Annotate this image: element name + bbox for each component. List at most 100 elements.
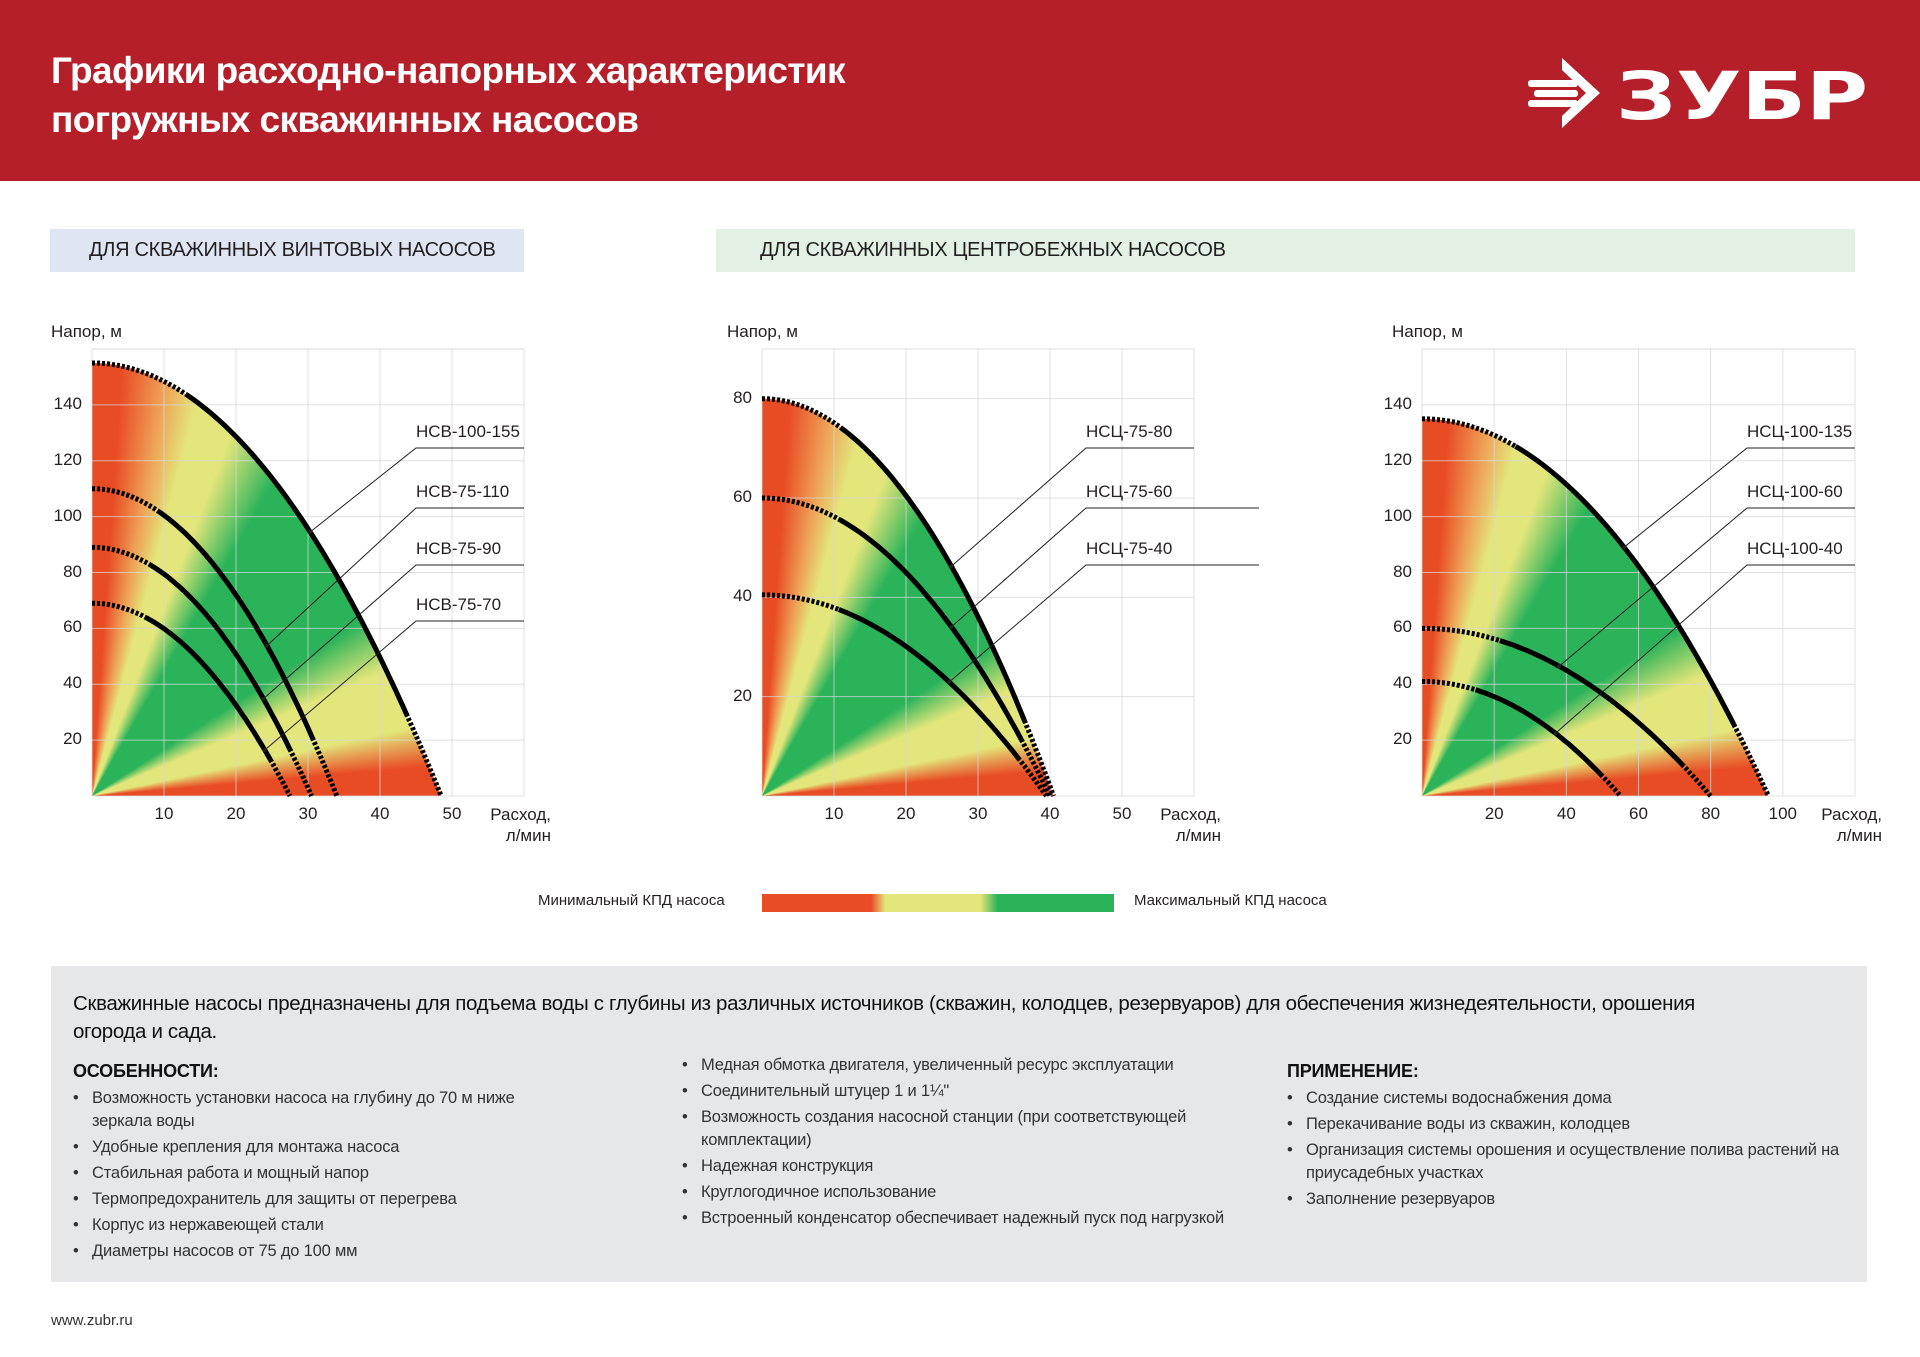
leader-dot	[947, 680, 952, 685]
y-tick-label: 140	[53, 393, 82, 413]
section-label-centrifugal-pumps: ДЛЯ СКВАЖИННЫХ ЦЕНТРОБЕЖНЫХ НАСОСОВ	[716, 229, 1855, 272]
leader-dot	[949, 624, 954, 629]
features-list-1: Возможность установки насоса на глубину …	[73, 1087, 553, 1263]
pump-curve-dashed-start	[92, 486, 160, 514]
x-tick-label: 40	[1040, 804, 1060, 823]
list-item: Медная обмотка двигателя, увеличенный ре…	[682, 1054, 1242, 1077]
list-item: Встроенный конденсатор обеспечивает наде…	[682, 1207, 1242, 1230]
section-label-screw-pumps: ДЛЯ СКВАЖИННЫХ ВИНТОВЫХ НАСОСОВ	[50, 229, 524, 272]
pump-curve-dashed-end	[1731, 723, 1771, 798]
y-tick-label: 20	[733, 685, 752, 705]
x-tick-label: 60	[1629, 804, 1648, 823]
pump-curve	[838, 517, 1024, 741]
page-title: Графики расходно-напорных характеристик …	[51, 46, 846, 144]
pump-curve	[156, 509, 315, 739]
leader-dot	[1557, 664, 1562, 669]
pump-curve	[837, 607, 1020, 760]
leader-line	[1623, 447, 1855, 548]
y-axis-label: Напор, м	[727, 322, 798, 341]
intro-text: Скважинные насосы предназначены для подъ…	[73, 992, 1695, 1043]
x-tick-label: 10	[154, 804, 174, 823]
pump-curve-dashed-end	[310, 736, 340, 797]
list-item: Перекачивание воды из скважин, колодцев	[1287, 1113, 1857, 1136]
list-item: Круглогодичное использование	[682, 1181, 1242, 1204]
x-tick-label: 30	[968, 804, 988, 823]
pump-curve	[1514, 444, 1737, 726]
list-item: Надежная конструкция	[682, 1155, 1242, 1178]
pump-curve	[1474, 687, 1603, 776]
series-label: НСВ-75-70	[416, 595, 502, 614]
pump-curve-dashed-start	[92, 544, 153, 568]
leader-line	[1558, 507, 1855, 667]
pump-curve-dashed-end	[1598, 772, 1623, 798]
pump-curve	[184, 392, 409, 715]
info-box: Скважинные насосы предназначены для подъ…	[51, 966, 1867, 1282]
list-item: Стабильная работа и мощный напор	[73, 1162, 553, 1185]
series-label: НСВ-100-155	[416, 422, 520, 441]
x-axis-label-line1: Расход,	[490, 805, 551, 824]
x-axis-label-unit: л/мин	[1836, 826, 1882, 845]
leader-dot	[261, 696, 266, 701]
x-tick-label: 100	[1768, 804, 1798, 823]
website-link[interactable]: www.zubr.ru	[51, 1312, 133, 1329]
y-axis-label: Напор, м	[1392, 322, 1463, 341]
series-label: НСЦ-100-135	[1747, 422, 1853, 441]
list-item: Организация системы орошения и осуществл…	[1287, 1139, 1857, 1185]
y-tick-label: 40	[1393, 673, 1412, 693]
x-tick-label: 10	[824, 804, 844, 823]
title-line-2: погружных скважинных насосов	[51, 99, 639, 140]
x-tick-label: 50	[1112, 804, 1132, 823]
leader-dot	[949, 564, 954, 569]
leader-dot	[264, 643, 269, 648]
y-tick-label: 20	[1393, 729, 1412, 749]
series-label: НСЦ-100-40	[1747, 539, 1843, 558]
x-axis-label-unit: л/мин	[505, 826, 551, 845]
y-tick-label: 40	[63, 673, 82, 693]
pump-curve-dashed-end	[1016, 756, 1049, 798]
leader-line	[264, 620, 524, 751]
leader-dot	[308, 529, 313, 534]
x-axis-label: Расход, л/мин	[1802, 804, 1882, 846]
title-line-1: Графики расходно-напорных характеристик	[51, 50, 846, 91]
pump-curve-dashed-start	[92, 600, 147, 620]
chart-svg-2	[761, 348, 1259, 798]
pump-curve-dashed-start	[1422, 679, 1477, 693]
x-axis-label: Расход, л/мин	[1141, 804, 1221, 846]
application-column: ПРИМЕНЕНИЕ: Создание системы водоснабжен…	[1287, 1060, 1857, 1214]
y-tick-label: 120	[1383, 449, 1412, 469]
y-tick-label: 120	[53, 449, 82, 469]
pump-curve	[149, 563, 292, 750]
pump-curve-dashed-start	[762, 495, 841, 522]
list-item: Возможность создания насосной станции (п…	[682, 1106, 1242, 1152]
list-item: Создание системы водоснабжения дома	[1287, 1087, 1857, 1110]
pump-curve-dashed-start	[1422, 625, 1501, 643]
chart-2: НСЦ-75-80 НСЦ-75-60 НСЦ-75-40 20 40 60 80 10 20 3…	[733, 348, 1259, 845]
x-tick-label: 40	[1556, 804, 1576, 823]
x-tick-label: 80	[1701, 804, 1721, 823]
chart-1: НСВ-100-155 НСВ-75-110 НСВ-75-90 НСВ-75-70 2…	[54, 348, 551, 845]
x-tick-label: 30	[298, 804, 318, 823]
x-axis-label: Расход, л/мин	[471, 804, 551, 846]
legend-max-label: Максимальный КПД насоса	[1134, 892, 1327, 909]
list-item: Удобные крепления для монтажа насоса	[73, 1136, 553, 1159]
y-tick-label: 80	[733, 387, 752, 407]
y-tick-label: 60	[63, 617, 82, 637]
leader-dot	[1622, 545, 1627, 550]
list-item: Соединительный штуцер 1 и 1¼"	[682, 1080, 1242, 1103]
y-axis-label: Напор, м	[51, 322, 122, 341]
y-tick-label: 80	[63, 561, 82, 581]
list-item: Корпус из нержавеющей стали	[73, 1214, 553, 1237]
application-list: Создание системы водоснабжения дома Перек…	[1287, 1087, 1857, 1211]
x-tick-label: 40	[370, 804, 390, 823]
series-label: НСВ-75-110	[416, 482, 510, 501]
list-item: Диаметры насосов от 75 до 100 мм	[73, 1240, 553, 1263]
x-axis-label-line1: Расход,	[1160, 805, 1221, 824]
leader-line	[266, 507, 524, 647]
leader-dot	[262, 748, 267, 753]
svg-text:ЗУБР: ЗУБР	[1616, 58, 1868, 130]
y-tick-label: 140	[1383, 393, 1412, 413]
leader-line	[951, 507, 1259, 628]
series-label: НСЦ-100-60	[1747, 482, 1843, 501]
list-item: Возможность установки насоса на глубину …	[73, 1087, 553, 1133]
pump-curve-dashed-end	[1018, 738, 1053, 798]
